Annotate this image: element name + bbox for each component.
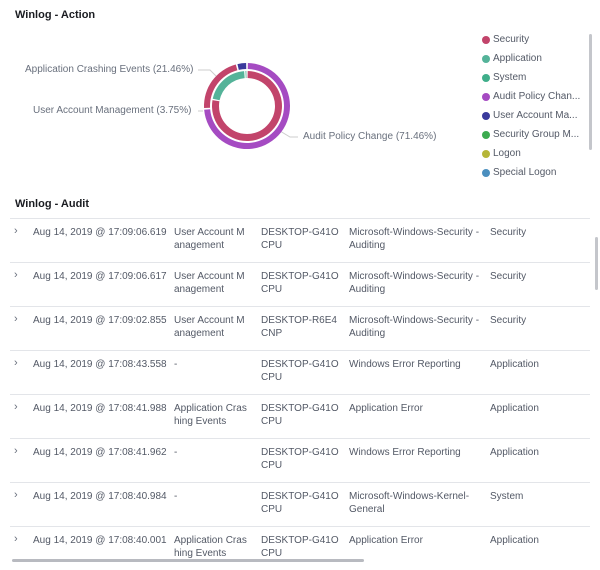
table-row: › Aug 14, 2019 @ 17:08:41.988 Applicatio… [10, 394, 590, 438]
cell-action: - [174, 491, 178, 502]
cell-provider: Application Error [349, 535, 423, 546]
cell-timestamp: Aug 14, 2019 @ 17:08:40.984 [33, 491, 167, 502]
expand-row-chevron-right-icon[interactable]: › [14, 401, 18, 413]
expand-row-chevron-right-icon[interactable]: › [14, 269, 18, 281]
cell-provider: Microsoft-Windows-Security -Auditing [349, 227, 480, 251]
legend-color-dot-icon [482, 130, 490, 139]
legend-label: Application [493, 53, 542, 64]
audit-panel-title: Winlog - Audit [15, 198, 90, 210]
legend-color-dot-icon [482, 35, 490, 44]
cell-timestamp: Aug 14, 2019 @ 17:08:41.962 [33, 447, 167, 458]
table-vertical-scrollbar[interactable] [595, 237, 598, 290]
table-row: › Aug 14, 2019 @ 17:09:06.619 User Accou… [10, 218, 590, 262]
legend-label: User Account Ma... [493, 110, 578, 121]
legend-item[interactable]: Special Logon [482, 163, 590, 182]
cell-action: - [174, 359, 178, 370]
expand-row-chevron-right-icon[interactable]: › [14, 357, 18, 369]
outer-ring-slice[interactable] [204, 64, 238, 109]
label-line-app-crash [198, 69, 219, 79]
legend-label: Security Group M... [493, 129, 580, 140]
outer-ring-slice[interactable] [237, 63, 247, 70]
cell-timestamp: Aug 14, 2019 @ 17:08:41.988 [33, 403, 167, 414]
expand-row-chevron-right-icon[interactable]: › [14, 489, 18, 501]
slice-label-app-crash: Application Crashing Events (21.46%) [25, 64, 194, 75]
cell-host: DESKTOP-G41O CPU [261, 359, 339, 383]
label-line-audit-policy [279, 130, 298, 138]
table-row: › Aug 14, 2019 @ 17:08:40.001 Applicatio… [10, 526, 590, 570]
legend-item[interactable]: Security [482, 30, 590, 49]
table-horizontal-scrollbar[interactable] [12, 559, 364, 562]
expand-row-chevron-right-icon[interactable]: › [14, 225, 18, 237]
cell-provider: Windows Error Reporting [349, 359, 461, 370]
table-row: › Aug 14, 2019 @ 17:08:43.558 - DESKTOP-… [10, 350, 590, 394]
cell-host: DESKTOP-G41O CPU [261, 227, 339, 251]
cell-channel: Security [490, 227, 527, 238]
cell-provider: Microsoft-Windows-Security -Auditing [349, 315, 480, 339]
cell-channel: Application [490, 535, 539, 546]
legend-color-dot-icon [482, 92, 490, 101]
cell-action: Application Cras hing Events [174, 403, 247, 427]
cell-action: User Account M anagement [174, 227, 245, 251]
cell-timestamp: Aug 14, 2019 @ 17:09:02.855 [33, 315, 167, 326]
legend-label: Security [493, 34, 530, 45]
cell-channel: Application [490, 447, 539, 458]
cell-host: DESKTOP-G41O CPU [261, 491, 339, 515]
cell-host: DESKTOP-R6E4 CNP [261, 315, 337, 339]
donut-chart [198, 63, 298, 149]
cell-timestamp: Aug 14, 2019 @ 17:09:06.617 [33, 271, 167, 282]
legend-item[interactable]: User Account Ma... [482, 106, 590, 125]
cell-provider: Application Error [349, 403, 423, 414]
cell-action: - [174, 447, 178, 458]
cell-channel: Security [490, 315, 527, 326]
legend-label: Audit Policy Chan... [493, 91, 581, 102]
chart-legend: Security Application System Audit Policy Ch… [482, 30, 590, 182]
legend-color-dot-icon [482, 168, 490, 177]
expand-row-chevron-right-icon[interactable]: › [14, 445, 18, 457]
cell-provider: Microsoft-Windows-Kernel- General [349, 491, 470, 515]
table-row: › Aug 14, 2019 @ 17:09:02.855 User Accou… [10, 306, 590, 350]
cell-provider: Microsoft-Windows-Security -Auditing [349, 271, 480, 295]
cell-host: DESKTOP-G41O CPU [261, 447, 339, 471]
legend-label: System [493, 72, 527, 83]
inner-ring-slice[interactable] [212, 71, 245, 101]
cell-action: Application Cras hing Events [174, 535, 247, 559]
table-row: › Aug 14, 2019 @ 17:08:40.984 - DESKTOP-… [10, 482, 590, 526]
table-row: › Aug 14, 2019 @ 17:08:41.962 - DESKTOP-… [10, 438, 590, 482]
cell-provider: Windows Error Reporting [349, 447, 461, 458]
cell-action: User Account M anagement [174, 315, 245, 339]
legend-item[interactable]: Application [482, 49, 590, 68]
audit-table: › Aug 14, 2019 @ 17:09:06.619 User Accou… [10, 218, 590, 570]
cell-host: DESKTOP-G41O CPU [261, 271, 339, 295]
cell-timestamp: Aug 14, 2019 @ 17:08:43.558 [33, 359, 167, 370]
legend-color-dot-icon [482, 54, 490, 63]
action-panel-title: Winlog - Action [15, 9, 96, 21]
cell-channel: System [490, 491, 524, 502]
cell-channel: Application [490, 403, 539, 414]
legend-scrollbar[interactable] [589, 34, 592, 150]
expand-row-chevron-right-icon[interactable]: › [14, 533, 18, 545]
expand-row-chevron-right-icon[interactable]: › [14, 313, 18, 325]
legend-color-dot-icon [482, 73, 490, 82]
cell-channel: Application [490, 359, 539, 370]
cell-timestamp: Aug 14, 2019 @ 17:09:06.619 [33, 227, 167, 238]
legend-item[interactable]: System [482, 68, 590, 87]
cell-host: DESKTOP-G41O CPU [261, 403, 339, 427]
table-row: › Aug 14, 2019 @ 17:09:06.617 User Accou… [10, 262, 590, 306]
cell-timestamp: Aug 14, 2019 @ 17:08:40.001 [33, 535, 167, 546]
slice-label-audit-policy: Audit Policy Change (71.46%) [303, 131, 437, 142]
slice-label-user-account: User Account Management (3.75%) [33, 105, 192, 116]
legend-label: Logon [493, 148, 521, 159]
legend-color-dot-icon [482, 111, 490, 120]
legend-color-dot-icon [482, 149, 490, 158]
cell-host: DESKTOP-G41O CPU [261, 535, 339, 559]
inner-ring-slice[interactable] [245, 71, 247, 79]
cell-action: User Account M anagement [174, 271, 245, 295]
legend-item[interactable]: Audit Policy Chan... [482, 87, 590, 106]
cell-channel: Security [490, 271, 527, 282]
legend-label: Special Logon [493, 167, 557, 178]
legend-item[interactable]: Security Group M... [482, 125, 590, 144]
legend-item[interactable]: Logon [482, 144, 590, 163]
